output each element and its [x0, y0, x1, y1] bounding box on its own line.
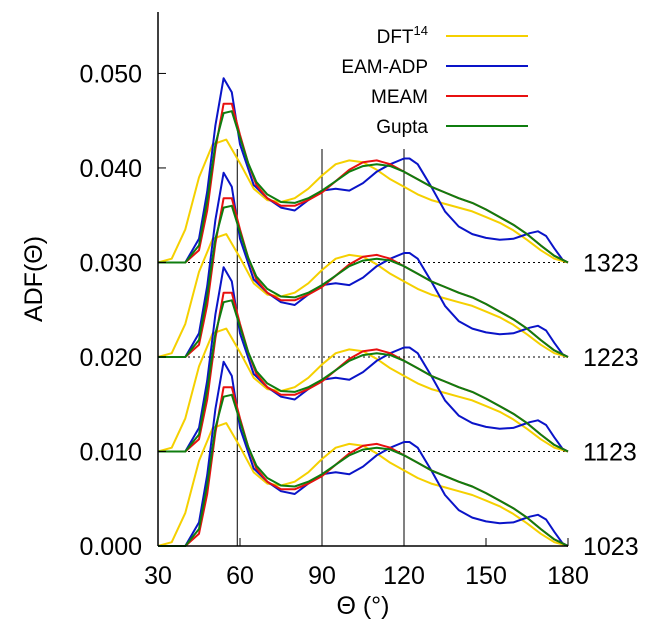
x-tick-label: 150: [465, 562, 507, 590]
series-line-eam-adp-1223: [158, 171, 569, 358]
y-tick-label: 0.050: [79, 60, 142, 88]
x-axis-title: Θ (°): [336, 592, 389, 620]
legend-label-gupta: Gupta: [376, 117, 428, 138]
y-tick-label: 0.030: [79, 249, 142, 277]
temperature-label-1123: 1123: [583, 438, 637, 466]
x-tick-label: 60: [226, 562, 254, 590]
series-line-gupta-1023: [158, 393, 569, 547]
x-tick-label: 90: [308, 562, 336, 590]
x-tick-label: 180: [547, 562, 589, 590]
series-line-gupta-1223: [158, 204, 569, 358]
series-line-gupta-1323: [158, 110, 569, 264]
y-tick-label: 0.010: [79, 438, 142, 466]
legend-label-superscript: 14: [414, 23, 428, 38]
legend-label-dft: DFT14: [377, 23, 428, 48]
y-tick-label: 0.020: [79, 344, 142, 372]
legend-label-text: DFT: [377, 27, 414, 48]
temperature-label-1223: 1223: [583, 344, 639, 372]
temperature-label-1023: 1023: [583, 533, 639, 561]
series-line-gupta-1123: [158, 299, 569, 453]
x-tick-label: 30: [144, 562, 172, 590]
series-line-eam-adp-1023: [158, 360, 569, 547]
y-axis-title: ADF(Θ): [20, 236, 48, 322]
legend-label-meam: MEAM: [371, 87, 428, 108]
series-line-eam-adp-1323: [158, 77, 569, 264]
y-tick-label: 0.040: [79, 155, 142, 183]
series-line-dft-1023: [157, 422, 569, 547]
x-tick-label: 120: [383, 562, 425, 590]
series-line-eam-adp-1123: [158, 266, 569, 453]
y-tick-label: 0.000: [79, 533, 142, 561]
legend-label-eam-adp: EAM-ADP: [341, 57, 428, 78]
temperature-label-1323: 1323: [583, 249, 639, 277]
